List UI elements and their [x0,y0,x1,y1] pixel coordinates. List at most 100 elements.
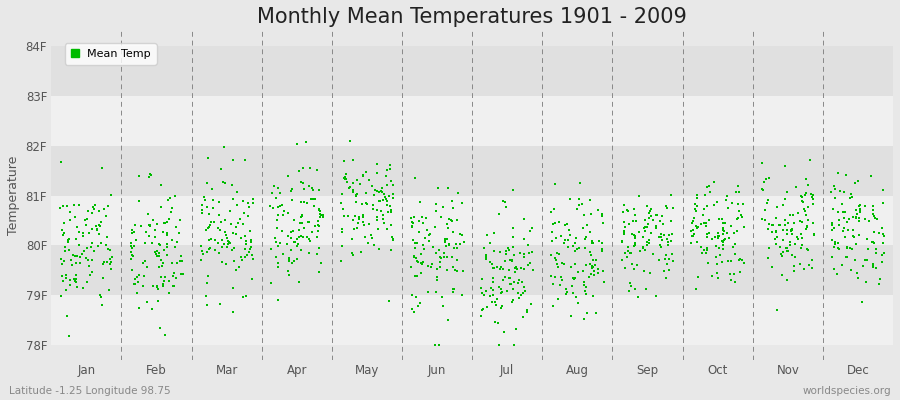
Point [375,184,390,191]
Point [284,188,299,194]
Point [176,270,190,277]
Point [549,250,563,256]
Point [453,231,467,238]
Point [757,207,771,213]
Point [795,235,809,241]
Point [689,239,704,246]
Point [502,275,517,281]
Point [638,224,652,230]
Point [157,278,171,284]
Point [456,238,471,245]
Point [151,249,166,256]
Point [160,230,175,236]
Point [270,224,284,231]
Point [587,268,601,274]
Point [649,293,663,299]
Point [847,234,861,240]
Point [716,231,730,237]
Point [70,284,85,290]
Point [213,166,228,172]
Point [386,237,400,243]
Point [853,206,868,212]
Point [698,191,712,198]
Point [414,270,428,276]
Point [240,213,255,219]
Point [296,180,310,186]
Point [356,212,370,219]
Point [731,183,745,190]
Point [622,221,636,227]
Point [156,260,170,266]
Point [685,220,699,226]
Point [127,243,141,250]
Point [617,219,632,226]
Point [711,245,725,251]
Point [617,250,632,256]
Point [550,261,564,267]
Point [644,206,658,213]
Point [483,240,498,246]
Point [125,245,140,252]
Point [226,196,240,202]
Point [161,216,176,222]
Point [308,223,322,229]
Point [488,319,502,325]
Point [168,193,183,199]
Point [271,184,285,191]
Point [285,196,300,203]
Point [156,282,170,289]
Point [506,297,520,303]
Point [698,223,713,230]
Point [405,306,419,312]
Point [688,201,702,208]
Point [719,230,733,236]
Point [494,303,508,309]
Point [778,216,792,223]
Point [58,286,73,293]
Point [625,261,639,268]
Point [788,268,802,275]
Point [407,254,421,260]
Point [380,182,394,188]
Point [160,218,175,225]
Point [151,264,166,270]
Point [716,219,731,226]
Point [346,157,360,163]
Point [200,249,214,255]
Point [416,259,430,265]
Point [64,257,78,263]
Point [756,186,770,193]
Point [513,250,527,256]
Point [173,258,187,264]
Bar [51,295,893,345]
Point [806,196,821,202]
Point [92,222,106,229]
Point [776,248,790,255]
Point [150,253,165,259]
Point [577,278,591,285]
Point [59,272,74,279]
Point [519,307,534,313]
Point [563,263,578,270]
Bar [51,146,893,196]
Point [518,251,532,257]
Point [711,230,725,236]
Point [576,268,590,275]
Point [627,234,642,240]
Point [239,293,254,299]
Point [479,252,493,258]
Point [96,259,111,265]
Point [778,221,792,228]
Point [710,270,724,277]
Point [506,187,520,194]
Point [302,165,317,171]
Point [840,218,854,225]
Point [58,230,72,236]
Point [698,249,713,256]
Point [848,180,862,186]
Point [842,245,857,252]
Point [220,241,235,247]
Point [202,237,216,243]
Point [345,236,359,242]
Point [654,231,669,238]
